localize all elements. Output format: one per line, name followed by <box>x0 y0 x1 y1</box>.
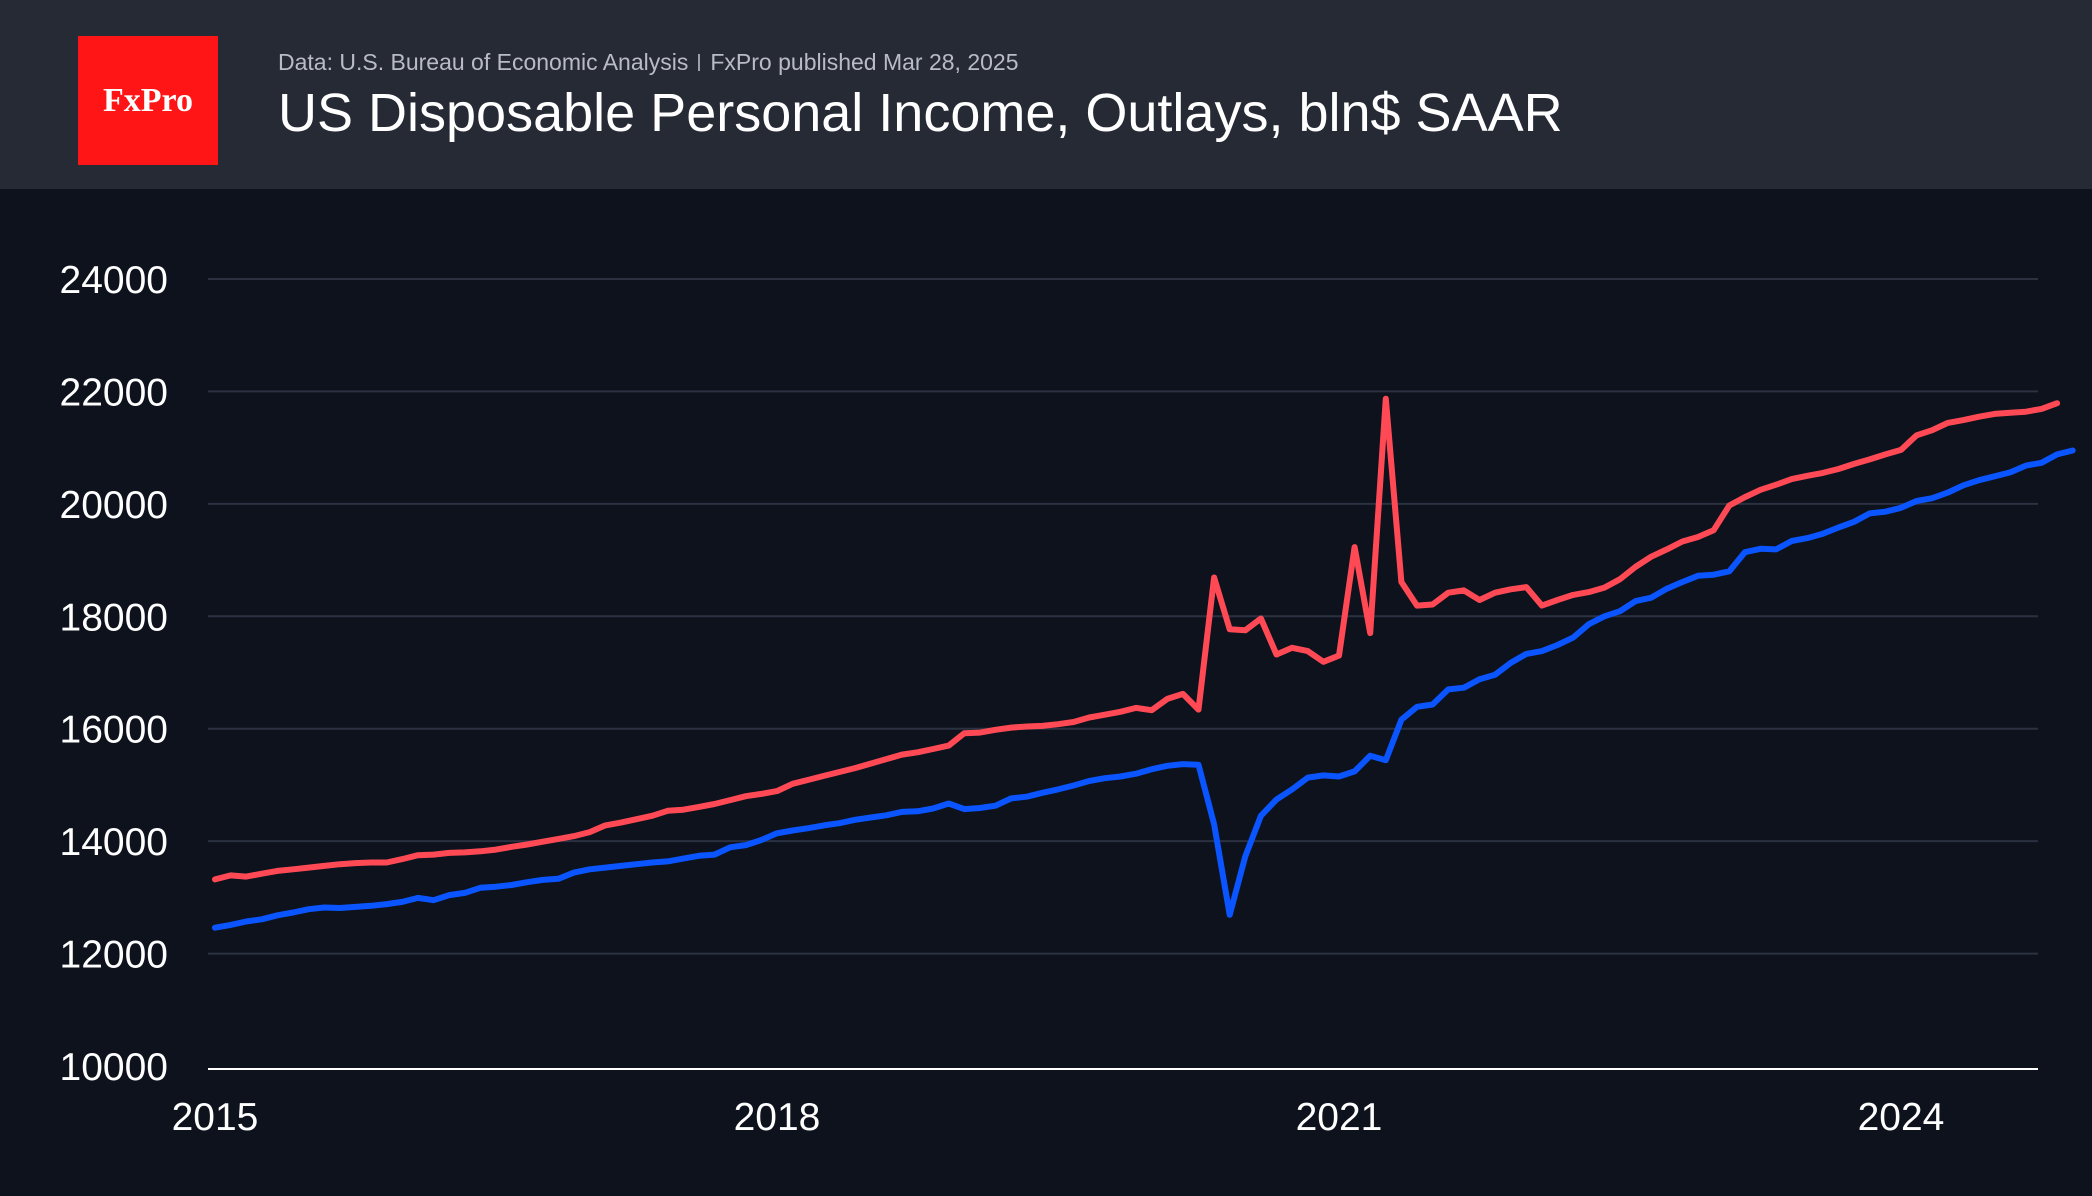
y-tick-label-22000: 22000 <box>60 371 168 414</box>
x-tick-label-2015: 2015 <box>172 1096 259 1139</box>
y-tick-label-16000: 16000 <box>60 709 168 752</box>
fxpro-logo: FxPro <box>78 36 218 165</box>
data-source: Data: U.S. Bureau of Economic Analysis <box>278 49 689 75</box>
series-lines <box>212 395 2076 931</box>
chart-header: FxPro Data: U.S. Bureau of Economic Anal… <box>0 0 2092 189</box>
x-tick-label-2021: 2021 <box>1296 1096 1383 1139</box>
y-tick-label-20000: 20000 <box>60 484 168 527</box>
meta-separator <box>698 54 701 71</box>
chart-title: US Disposable Personal Income, Outlays, … <box>278 83 1563 143</box>
y-tick-label-24000: 24000 <box>60 259 168 302</box>
series-line-2 <box>212 447 2076 931</box>
published-date: FxPro published Mar 28, 2025 <box>710 49 1019 75</box>
y-axis-tick-labels: 10000 12000 14000 16000 18000 20000 22000 24000 <box>60 259 168 1089</box>
x-tick-label-2024: 2024 <box>1858 1096 1945 1139</box>
y-tick-label-18000: 18000 <box>60 596 168 639</box>
chart-meta: Data: U.S. Bureau of Economic Analysis Fx… <box>278 49 1019 76</box>
x-axis-tick-labels: 2015 2018 2021 2024 <box>172 1096 1945 1139</box>
y-tick-label-12000: 12000 <box>60 934 168 977</box>
y-tick-label-14000: 14000 <box>60 821 168 864</box>
x-tick-label-2018: 2018 <box>734 1096 821 1139</box>
series-line-1 <box>212 395 2061 883</box>
y-tick-label-10000: 10000 <box>60 1046 168 1089</box>
